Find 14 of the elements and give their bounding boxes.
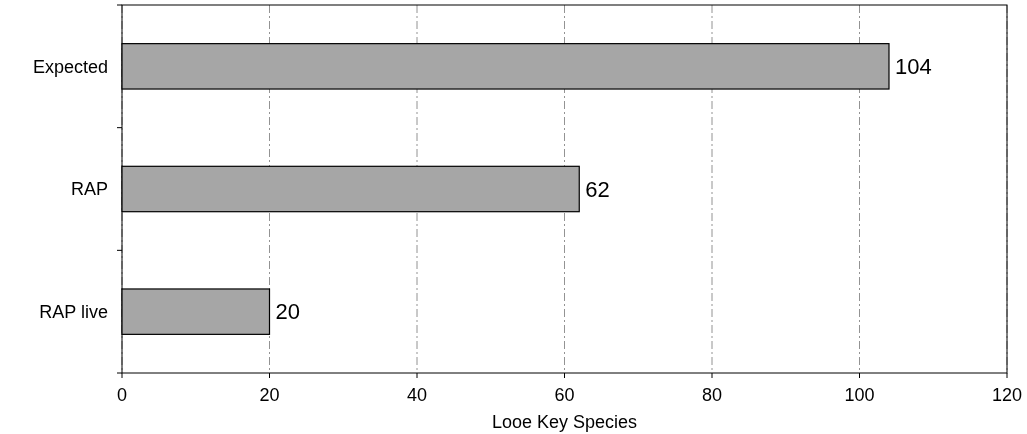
y-tick-label: Expected (32, 56, 108, 77)
y-tick-label: RAP live (39, 301, 108, 322)
x-tick-label: 80 (701, 385, 723, 405)
y-tick-label: RAP (70, 179, 108, 200)
x-tick-label: 120 (991, 385, 1023, 405)
x-tick-label: 0 (116, 385, 128, 405)
data-label: 104 (895, 54, 932, 80)
x-tick-label: 40 (406, 385, 428, 405)
x-tick-label: 60 (554, 385, 575, 405)
x-tick-label: 100 (844, 385, 875, 405)
data-label: 20 (275, 299, 300, 325)
x-tick-label: 20 (259, 385, 280, 405)
data-label: 62 (585, 176, 610, 202)
x-axis-title: Looe Key Species (491, 412, 638, 432)
